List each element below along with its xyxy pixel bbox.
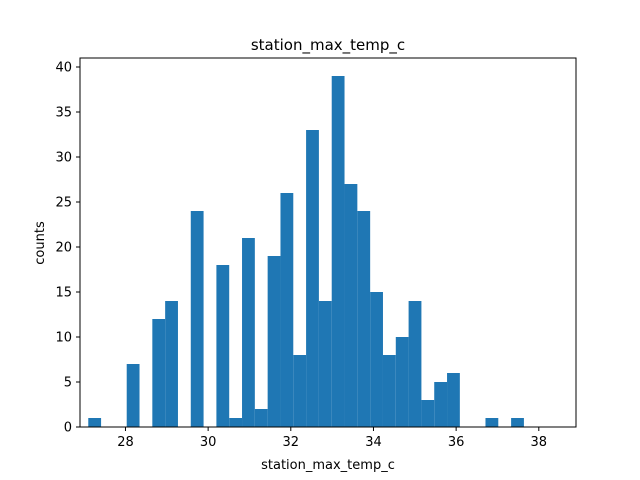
x-tick-label: 32	[283, 435, 300, 450]
histogram-bar	[280, 193, 294, 427]
histogram-bar	[126, 364, 140, 427]
histogram-bar	[447, 373, 460, 427]
histogram-bar	[511, 418, 524, 427]
y-tick-label: 25	[55, 196, 72, 211]
x-tick-label: 30	[200, 435, 217, 450]
histogram-bar	[88, 418, 102, 427]
y-tick-label: 30	[55, 151, 72, 166]
histogram-bar	[485, 418, 499, 427]
x-tick-label: 28	[117, 435, 134, 450]
histogram-bar	[165, 301, 178, 427]
x-tick-label: 36	[448, 435, 465, 450]
y-tick-label: 35	[55, 106, 72, 121]
histogram-bar	[344, 184, 358, 427]
y-tick-label: 10	[55, 331, 72, 346]
y-tick-label: 40	[55, 61, 72, 76]
histogram-bar	[267, 256, 281, 427]
y-axis-label: counts	[33, 221, 48, 265]
histogram-bar	[395, 337, 409, 427]
histogram-bar	[229, 418, 243, 427]
histogram-bar	[421, 400, 435, 427]
histogram-bar	[318, 301, 332, 427]
y-tick-label: 15	[55, 286, 72, 301]
y-tick-label: 5	[64, 376, 72, 391]
histogram-bar	[434, 382, 448, 427]
y-tick-label: 20	[55, 241, 72, 256]
histogram-bar	[216, 265, 230, 427]
histogram-bar	[242, 238, 255, 427]
y-tick-label: 0	[64, 421, 72, 436]
histogram-bar	[190, 211, 204, 427]
x-tick-label: 34	[365, 435, 382, 450]
x-axis-ticks: 28 30 32 34 36 38	[117, 427, 547, 450]
histogram-bar	[254, 409, 268, 427]
y-axis-ticks: 0 5 10 15 20 25 30 35 40	[55, 61, 80, 436]
histogram-bar	[331, 76, 345, 427]
x-tick-label: 38	[531, 435, 548, 450]
histogram-bar	[382, 355, 396, 427]
chart-title: station_max_temp_c	[251, 36, 405, 55]
bars-group	[88, 76, 524, 427]
histogram-bar	[357, 211, 371, 427]
histogram-bar	[306, 130, 319, 427]
histogram-bar	[408, 301, 422, 427]
histogram-bar	[152, 319, 166, 427]
x-axis-label: station_max_temp_c	[261, 458, 395, 473]
histogram-bar	[370, 292, 383, 427]
histogram-bar	[293, 355, 307, 427]
plot-frame	[79, 57, 577, 428]
